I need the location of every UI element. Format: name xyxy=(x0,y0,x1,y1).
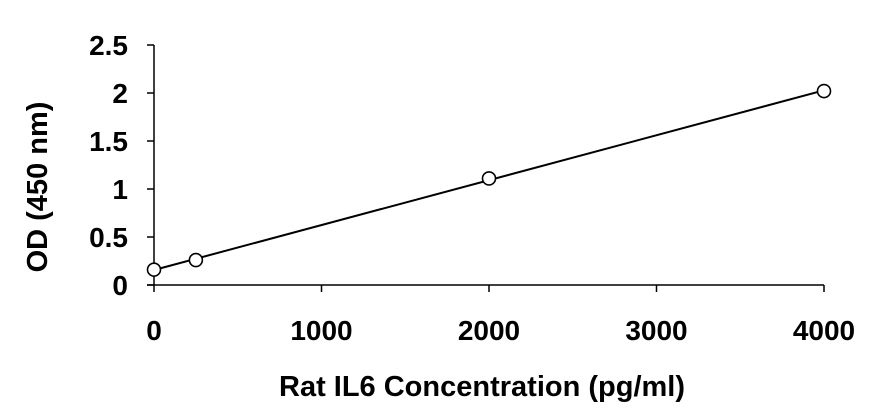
data-point xyxy=(188,252,204,268)
x-axis: 0 1000 2000 3000 4000 xyxy=(146,284,855,346)
plot-layer xyxy=(146,83,832,277)
y-axis: 0 0.5 1 1.5 2 2.5 xyxy=(89,30,155,301)
y-tick-label: 1 xyxy=(112,174,128,205)
y-tick-label: 2.5 xyxy=(89,30,128,61)
y-ticks: 0 0.5 1 1.5 2 2.5 xyxy=(89,30,154,301)
y-tick-label: 2 xyxy=(112,78,128,109)
x-ticks: 0 1000 2000 3000 4000 xyxy=(146,285,855,346)
data-point xyxy=(146,262,162,277)
data-point xyxy=(481,171,497,186)
x-axis-title: Rat IL6 Concentration (pg/ml) xyxy=(279,371,685,403)
x-tick-label: 4000 xyxy=(793,315,855,346)
y-tick-label: 0.5 xyxy=(89,222,128,253)
x-tick-label: 0 xyxy=(146,315,162,346)
data-point xyxy=(816,83,832,99)
y-axis-title: OD (450 nm) xyxy=(22,102,54,273)
x-tick-label: 2000 xyxy=(458,315,520,346)
x-tick-label: 3000 xyxy=(625,315,687,346)
y-tick-label: 1.5 xyxy=(89,126,128,157)
y-tick-label: 0 xyxy=(112,270,128,301)
x-tick-label: 1000 xyxy=(290,315,352,346)
